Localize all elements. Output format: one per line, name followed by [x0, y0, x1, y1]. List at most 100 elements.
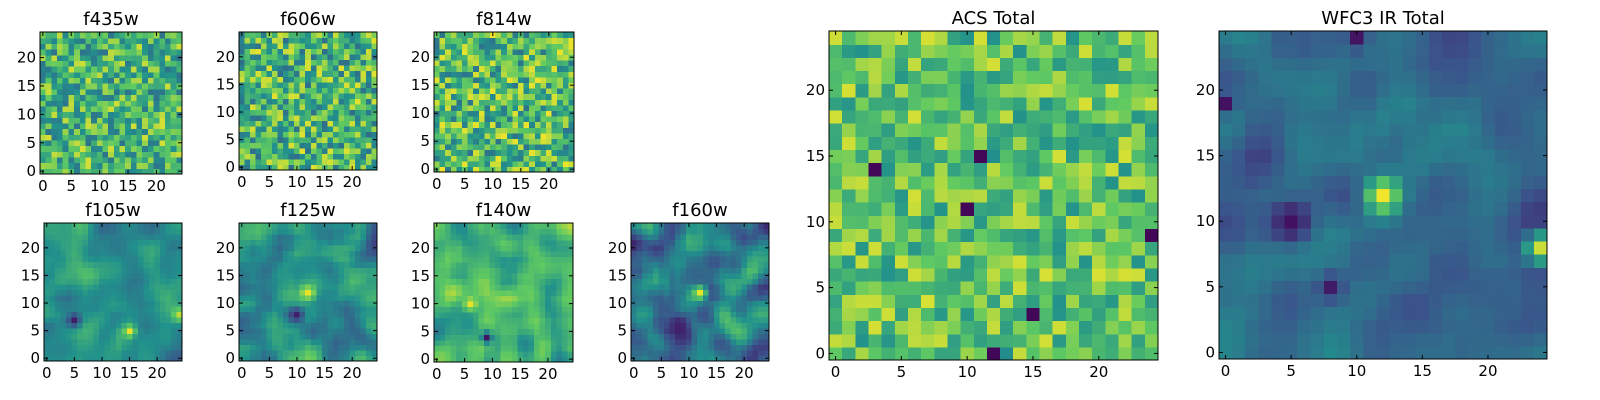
heatmap-cell — [735, 283, 742, 290]
heatmap-cell — [55, 234, 62, 241]
heatmap-cell — [57, 77, 64, 84]
heatmap-cell — [702, 289, 709, 296]
heatmap-cell — [255, 109, 262, 116]
heatmap-cell — [501, 155, 508, 162]
heatmap-cell — [88, 245, 95, 252]
heatmap-cell — [338, 125, 345, 132]
heatmap-cell — [528, 317, 535, 324]
heatmap-cell — [321, 48, 328, 55]
heatmap-cell — [45, 66, 52, 73]
heatmap-cell — [299, 54, 306, 61]
heatmap-cell — [126, 344, 133, 351]
heatmap-cell — [153, 162, 160, 169]
heatmap-cell — [60, 245, 67, 252]
heatmap-cell — [478, 328, 485, 335]
heatmap-cell — [456, 144, 463, 151]
heatmap-cell — [539, 228, 546, 235]
heatmap-cell — [445, 149, 452, 156]
heatmap-cell — [523, 144, 530, 151]
heatmap-cell — [907, 320, 922, 335]
heatmap-cell — [283, 158, 290, 166]
heatmap-cell — [137, 239, 144, 246]
heatmap-cell — [68, 111, 75, 118]
heatmap-cell — [371, 153, 378, 160]
heatmap-cell — [88, 261, 95, 268]
heatmap-cell — [461, 317, 468, 324]
heatmap-cell — [66, 228, 73, 235]
heatmap-cell — [154, 327, 161, 334]
heatmap-cell — [159, 37, 166, 44]
heatmap-cell — [354, 158, 362, 166]
heatmap-cell — [165, 311, 172, 318]
heatmap-cell — [99, 261, 106, 268]
heatmap-cell — [506, 223, 513, 230]
heatmap-cell — [176, 71, 183, 79]
heatmap-cell — [934, 294, 949, 308]
heatmap-cell — [461, 273, 468, 280]
heatmap-cell — [360, 65, 367, 72]
heatmap-cell — [153, 122, 160, 130]
heatmap-cell — [310, 311, 317, 318]
heatmap-cell — [332, 239, 339, 246]
heatmap-cell — [71, 327, 78, 334]
heatmap-cell — [434, 144, 441, 151]
heatmap-cell — [147, 151, 155, 158]
heatmap-cell — [1092, 188, 1106, 203]
heatmap-cell — [562, 166, 569, 173]
heatmap-cell — [176, 151, 183, 158]
heatmap-cell — [266, 103, 273, 110]
heatmap-cell — [1052, 281, 1067, 295]
heatmap-cell — [354, 305, 362, 312]
heatmap-cell — [445, 345, 452, 352]
heatmap-cell — [855, 254, 870, 269]
heatmap-cell — [551, 82, 558, 89]
heatmap-cell — [272, 142, 279, 149]
heatmap-cell — [986, 202, 1001, 216]
heatmap-cell — [176, 234, 183, 241]
heatmap-cell — [272, 158, 279, 166]
heatmap-cell — [51, 88, 58, 96]
heatmap-cell — [165, 344, 172, 351]
heatmap-cell — [708, 338, 715, 346]
heatmap-cell — [44, 261, 51, 268]
heatmap-cell — [305, 81, 312, 88]
heatmap-cell — [518, 132, 525, 139]
heatmap-cell — [540, 132, 547, 139]
heatmap-cell — [708, 267, 715, 274]
heatmap-cell — [349, 114, 356, 121]
heatmap-cell — [108, 60, 115, 67]
heatmap-cell — [506, 54, 513, 61]
heatmap-cell — [495, 306, 502, 313]
heatmap-cell — [239, 158, 246, 166]
heatmap-cell — [261, 59, 268, 66]
heatmap-cell — [472, 278, 480, 285]
heatmap-cell — [126, 305, 133, 312]
heatmap-cell — [713, 278, 720, 285]
heatmap-cell — [321, 245, 328, 252]
heatmap-cell — [702, 261, 709, 268]
heatmap-cell — [85, 83, 92, 90]
heatmap-cell — [642, 272, 649, 279]
heatmap-cell — [136, 49, 143, 56]
heatmap-cell — [881, 281, 896, 295]
heatmap-cell — [354, 333, 362, 340]
heatmap-cell — [1144, 294, 1159, 308]
heatmap-cell — [110, 322, 117, 329]
heatmap-cell — [93, 305, 100, 312]
heatmap-cell — [730, 256, 737, 263]
heatmap-cell — [283, 333, 290, 340]
heatmap-cell — [512, 88, 519, 95]
heatmap-cell — [126, 322, 133, 329]
heatmap-cell — [108, 94, 115, 101]
heatmap-cell — [45, 32, 52, 39]
heatmap-cell — [60, 355, 67, 362]
heatmap-cell — [115, 267, 122, 274]
x-tick-label: 0 — [42, 364, 52, 382]
heatmap-cell — [255, 142, 262, 149]
heatmap-cell — [332, 98, 339, 105]
heatmap-cell — [568, 99, 575, 106]
heatmap-cell — [305, 289, 312, 296]
heatmap-cell — [445, 99, 452, 106]
heatmap-cell — [250, 311, 257, 318]
heatmap-cell — [360, 142, 367, 149]
